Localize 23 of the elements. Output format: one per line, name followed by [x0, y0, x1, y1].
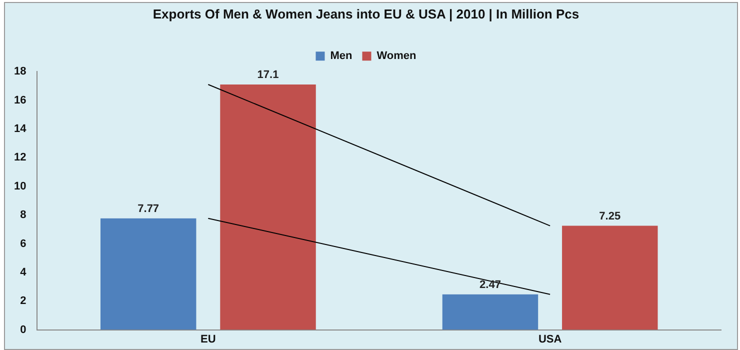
bar [442, 294, 538, 330]
x-tick-label: USA [538, 333, 562, 346]
data-label: 7.25 [599, 210, 621, 222]
data-label: 7.77 [138, 202, 160, 215]
x-tick-label: EU [200, 333, 216, 346]
y-tick-label: 14 [14, 123, 28, 136]
y-tick-label: 0 [20, 324, 26, 336]
bar [220, 84, 316, 330]
y-tick-label: 6 [20, 238, 26, 250]
y-tick-label: 10 [14, 180, 26, 192]
y-tick-label: 8 [20, 209, 26, 222]
y-tick-label: 2 [20, 295, 26, 308]
legend-label: Women [376, 50, 417, 62]
data-label: 2.47 [480, 278, 501, 291]
y-tick-label: 18 [14, 66, 26, 78]
y-tick-label: 4 [20, 266, 28, 278]
y-tick-label: 12 [14, 152, 26, 164]
y-tick-label: 16 [14, 94, 26, 106]
bar [100, 218, 196, 330]
bar [562, 226, 658, 330]
chart-title: Exports Of Men & Women Jeans into EU & USA | 2010 | In Million Pcs [152, 6, 580, 22]
data-label: 17.1 [257, 69, 279, 82]
legend-label: Men [330, 50, 353, 62]
